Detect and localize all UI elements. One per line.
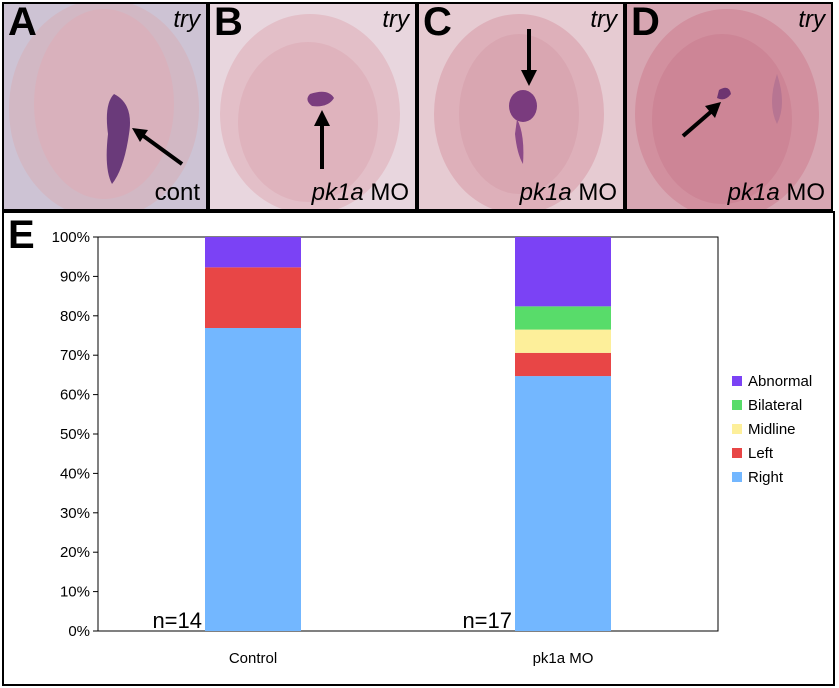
- embryo-image-a: [4, 4, 206, 209]
- gene-label: try: [173, 6, 200, 33]
- panel-c: C try pk1a MO: [419, 4, 623, 209]
- y-tick-label: 0%: [68, 623, 90, 640]
- embryo-image-d: [627, 4, 831, 209]
- n-label: n=17: [462, 608, 512, 633]
- panel-letter: A: [8, 4, 37, 44]
- condition-label: pk1a MO: [727, 179, 825, 206]
- legend-label: Right: [748, 469, 784, 486]
- gene-label: try: [590, 6, 617, 33]
- legend-label: Abnormal: [748, 373, 812, 390]
- stacked-bar-chart: 0% 10% 20% 30% 40% 50% 60% 70% 80% 90% 100% Control…: [52, 229, 813, 667]
- bar-segment-abnormal: [205, 237, 301, 268]
- gene-label: try: [798, 6, 825, 33]
- y-tick-label: 70%: [60, 347, 90, 364]
- legend-label: Bilateral: [748, 397, 802, 414]
- panel-letter: B: [214, 4, 243, 44]
- bar-segment-abnormal: [515, 237, 611, 307]
- y-tick-label: 30%: [60, 505, 90, 522]
- condition-label: pk1a MO: [311, 179, 409, 206]
- legend-label: Left: [748, 445, 774, 462]
- bar-segment-left: [205, 267, 301, 329]
- panel-b: B try pk1a MO: [210, 4, 415, 209]
- bar-segment-midline: [515, 329, 611, 353]
- condition-label: cont: [154, 179, 200, 206]
- legend-label: Midline: [748, 421, 796, 438]
- panel-letter: E: [8, 213, 35, 257]
- legend-swatch: [732, 424, 742, 434]
- bar-segment-left: [515, 352, 611, 377]
- panel-letter: C: [423, 4, 452, 44]
- category-label: Control: [229, 650, 277, 667]
- y-tick-label: 50%: [60, 426, 90, 443]
- y-tick-label: 80%: [60, 308, 90, 325]
- y-tick-label: 40%: [60, 465, 90, 482]
- legend-swatch: [732, 376, 742, 386]
- bar-segment-right: [515, 376, 611, 631]
- gene-label: try: [382, 6, 409, 33]
- bar-segment-bilateral: [515, 306, 611, 330]
- category-label: pk1a MO: [533, 650, 594, 667]
- legend-swatch: [732, 448, 742, 458]
- legend-swatch: [732, 472, 742, 482]
- bar-segment-right: [205, 328, 301, 631]
- y-tick-label: 60%: [60, 387, 90, 404]
- embryo-image-b: [210, 4, 415, 209]
- n-label: n=14: [152, 608, 202, 633]
- y-tick-label: 10%: [60, 584, 90, 601]
- y-tick-label: 100%: [52, 229, 90, 246]
- panel-d: D try pk1a MO: [627, 4, 831, 209]
- legend-swatch: [732, 400, 742, 410]
- image-panel-row: A try cont B try pk1a MO C try pk1a MO: [2, 2, 833, 211]
- panel-letter: D: [631, 4, 660, 44]
- y-tick-label: 20%: [60, 544, 90, 561]
- embryo-image-c: [419, 4, 623, 209]
- plot-area: [97, 236, 719, 632]
- chart-panel: 0% 10% 20% 30% 40% 50% 60% 70% 80% 90% 100% Control…: [2, 211, 835, 686]
- panel-a: A try cont: [4, 4, 206, 209]
- condition-label: pk1a MO: [519, 179, 617, 206]
- y-tick-label: 90%: [60, 268, 90, 285]
